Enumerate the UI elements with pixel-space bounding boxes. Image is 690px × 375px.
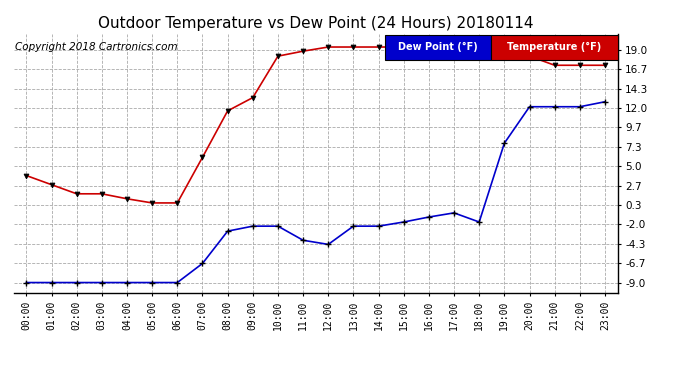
Title: Outdoor Temperature vs Dew Point (24 Hours) 20180114: Outdoor Temperature vs Dew Point (24 Hou…	[98, 16, 533, 31]
Text: Copyright 2018 Cartronics.com: Copyright 2018 Cartronics.com	[15, 42, 177, 51]
Text: Dew Point (°F): Dew Point (°F)	[398, 42, 477, 52]
Text: Temperature (°F): Temperature (°F)	[507, 42, 601, 52]
FancyBboxPatch shape	[491, 35, 618, 60]
FancyBboxPatch shape	[385, 35, 491, 60]
